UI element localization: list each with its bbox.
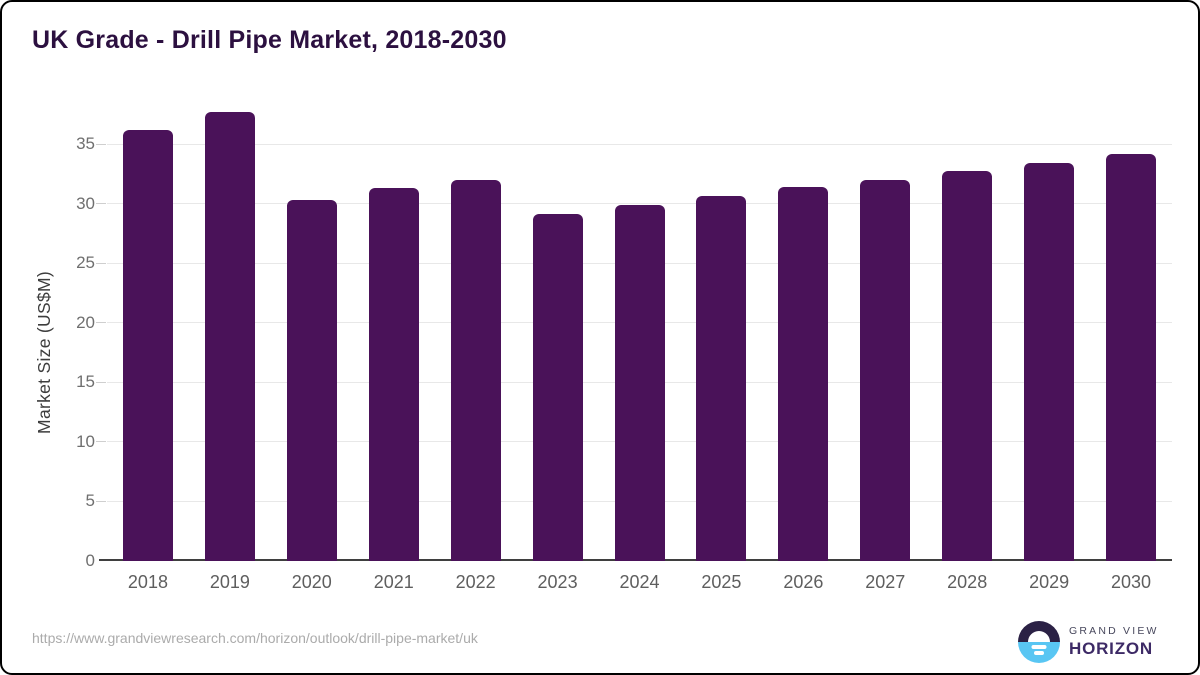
x-tick-label-2019: 2019 bbox=[209, 572, 250, 592]
y-tick-20 bbox=[96, 322, 106, 324]
y-tick-35 bbox=[96, 143, 106, 145]
logo-reflection-line-2 bbox=[1034, 651, 1044, 655]
x-tick-label-2018: 2018 bbox=[127, 572, 168, 592]
y-tick-label-25: 25 bbox=[76, 253, 95, 273]
y-tick-30 bbox=[96, 203, 106, 205]
bar-2021 bbox=[368, 188, 419, 561]
y-tick-label-30: 30 bbox=[76, 193, 95, 213]
source-url: https://www.grandviewresearch.com/horizo… bbox=[32, 630, 478, 646]
x-tick-label-2020: 2020 bbox=[291, 572, 332, 592]
bar-2027 bbox=[860, 179, 911, 561]
logo-reflection-line-1 bbox=[1031, 645, 1047, 649]
gridline-30 bbox=[107, 203, 1172, 205]
x-tick-label-2026: 2026 bbox=[783, 572, 824, 592]
bar-2020 bbox=[286, 199, 337, 561]
logo-text: GRAND VIEW HORIZON bbox=[1069, 625, 1159, 659]
y-tick-10 bbox=[96, 441, 106, 443]
page-title: UK Grade - Drill Pipe Market, 2018-2030 bbox=[32, 26, 507, 54]
logo-sun-shape bbox=[1028, 631, 1050, 642]
bar-2025 bbox=[696, 196, 747, 561]
y-axis-title-text: Market Size (US$M) bbox=[33, 271, 54, 434]
horizon-sun-over-water-icon bbox=[1018, 621, 1060, 663]
x-tick-label-2024: 2024 bbox=[619, 572, 660, 592]
bar-2024 bbox=[614, 204, 665, 561]
bar-2028 bbox=[942, 171, 993, 561]
x-tick-label-2030: 2030 bbox=[1111, 572, 1152, 592]
y-tick-label-10: 10 bbox=[76, 431, 95, 451]
y-tick-label-0: 0 bbox=[85, 551, 95, 570]
y-tick-label-35: 35 bbox=[76, 134, 95, 153]
grand-view-horizon-logo: GRAND VIEW HORIZON bbox=[1018, 621, 1159, 663]
x-tick-label-2022: 2022 bbox=[455, 572, 496, 592]
y-tick-label-20: 20 bbox=[76, 312, 95, 332]
logo-grand-view-text: GRAND VIEW bbox=[1069, 625, 1159, 637]
logo-horizon-text: HORIZON bbox=[1069, 639, 1153, 658]
y-tick-15 bbox=[96, 381, 106, 383]
bar-2019 bbox=[204, 111, 255, 561]
x-tick-label-2028: 2028 bbox=[947, 572, 988, 592]
x-tick-label-2023: 2023 bbox=[537, 572, 578, 592]
y-tick-label-5: 5 bbox=[85, 491, 95, 511]
x-tick-label-2021: 2021 bbox=[373, 572, 414, 592]
bar-2030 bbox=[1106, 153, 1157, 561]
bar-2022 bbox=[450, 179, 501, 561]
x-tick-label-2029: 2029 bbox=[1029, 572, 1070, 592]
bar-2026 bbox=[778, 186, 829, 561]
y-tick-label-15: 15 bbox=[76, 372, 95, 392]
bar-2018 bbox=[122, 129, 173, 561]
y-tick-25 bbox=[96, 262, 106, 264]
x-tick-label-2025: 2025 bbox=[701, 572, 742, 592]
y-tick-5 bbox=[96, 500, 106, 502]
gridline-35 bbox=[107, 143, 1172, 145]
x-tick-label-2027: 2027 bbox=[865, 572, 906, 592]
bar-2029 bbox=[1024, 163, 1075, 561]
bar-2023 bbox=[532, 214, 583, 561]
